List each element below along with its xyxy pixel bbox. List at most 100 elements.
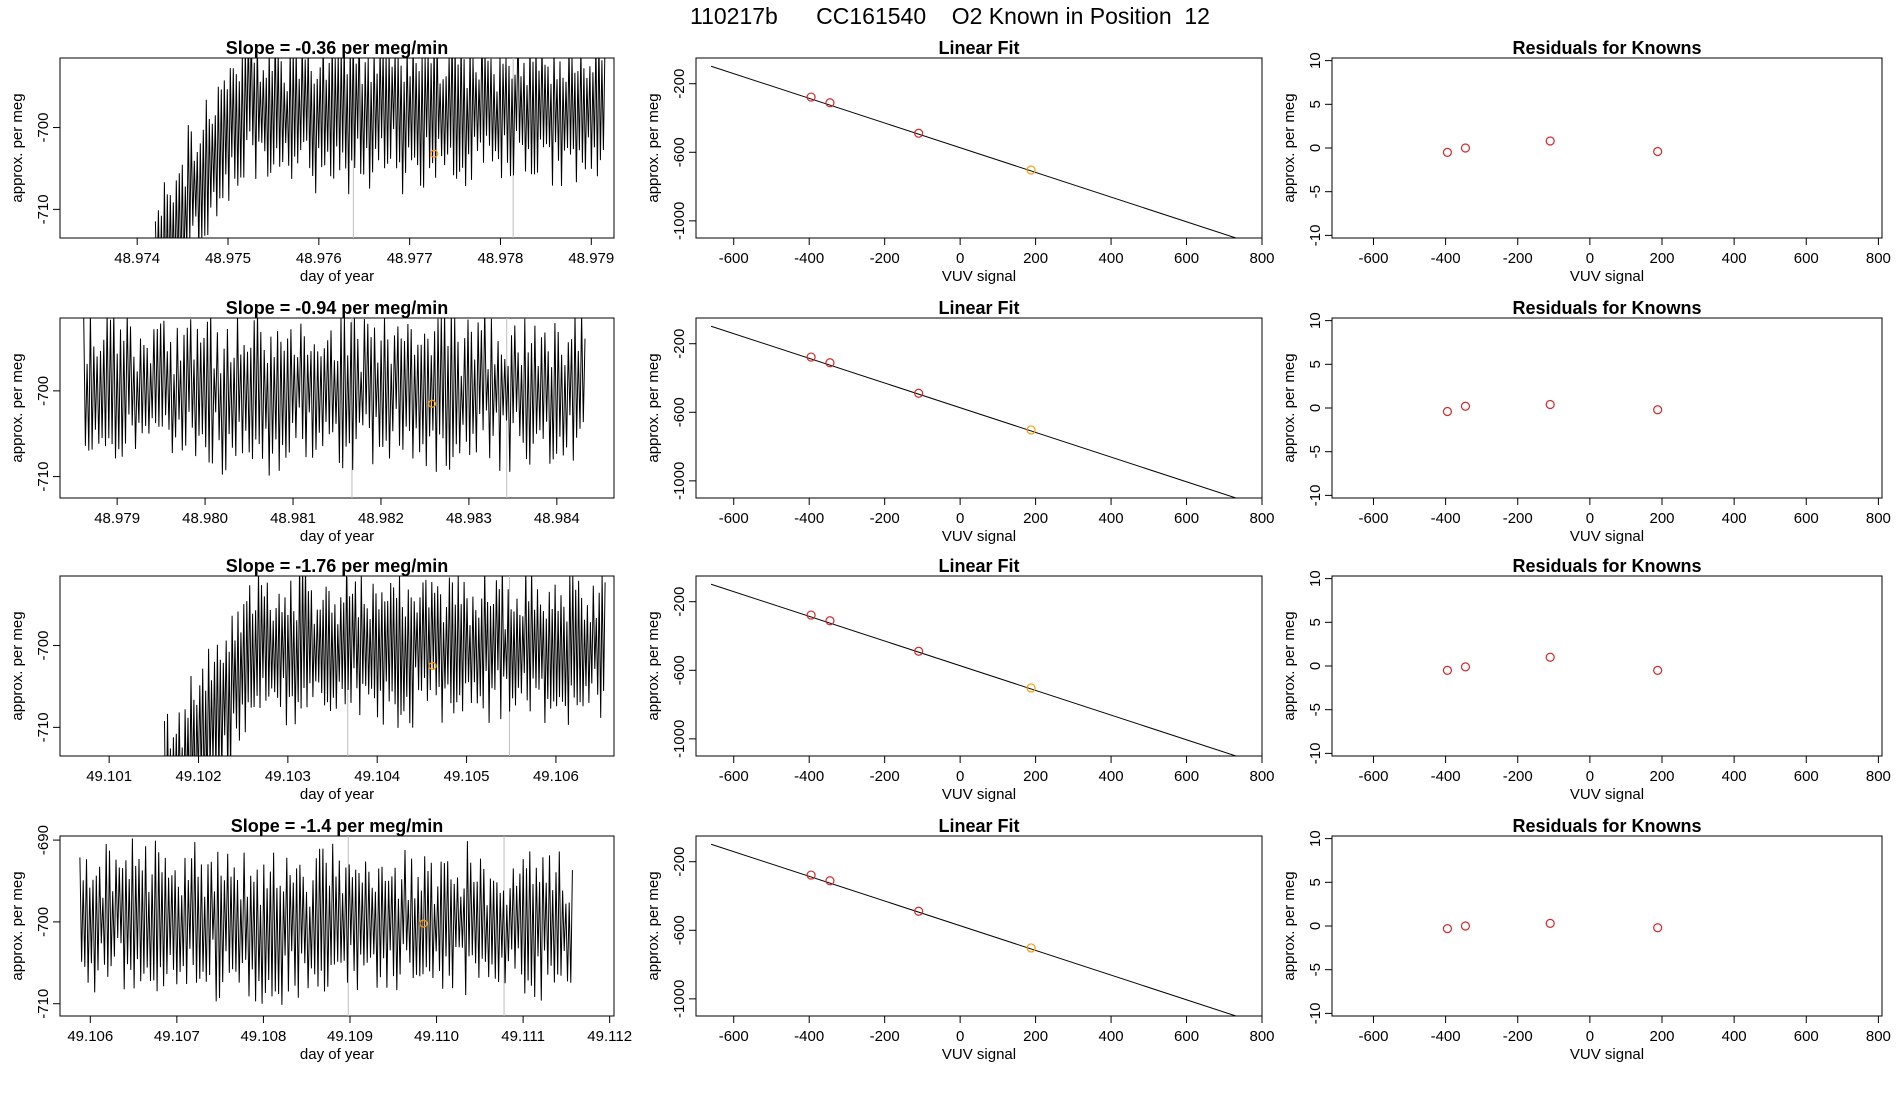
linear-fit-r2-known-point	[914, 388, 924, 398]
residuals-r3-residual-point	[1460, 662, 1471, 672]
residuals-r4-residual-point	[1460, 921, 1471, 931]
linear-fit-r1-y-axis-label: approx. per meg	[645, 93, 662, 202]
residuals-r4-y-tick-label: 0	[1307, 922, 1324, 930]
linear-fit-r4-x-tick-label: 600	[1174, 1028, 1199, 1045]
timeseries-r2-plot-frame	[59, 317, 615, 499]
timeseries-r2-sample-marker	[427, 399, 437, 408]
residuals-r4-residual-point	[1545, 918, 1555, 928]
linear-fit-r4-y-tick-label: -200	[671, 847, 688, 877]
residuals-r1-x-tick-label: -400	[1431, 250, 1461, 267]
timeseries-r2-x-tick-label: 48.981	[270, 510, 316, 527]
timeseries-r2-y-tick-label: -700	[35, 376, 52, 406]
linear-fit-r4-y-axis-label: approx. per meg	[645, 871, 662, 980]
residuals-r4-y-tick-label: -5	[1307, 963, 1324, 976]
linear-fit-r3-y-axis-label: approx. per meg	[645, 611, 662, 720]
residuals-r2-plot-frame	[1331, 317, 1883, 499]
timeseries-r3-x-tick-label: 49.102	[176, 768, 222, 785]
linear-fit-r2-x-tick-label: 800	[1249, 510, 1274, 527]
linear-fit-r3-title: Linear Fit	[938, 556, 1019, 576]
residuals-r3-y-tick-label: 0	[1307, 662, 1324, 670]
timeseries-r4-x-tick-label: 49.111	[501, 1028, 545, 1045]
timeseries-r3-x-axis-label: day of year	[300, 786, 374, 803]
linear-fit-r2-y-tick-label: -600	[671, 397, 688, 427]
linear-fit-r4-x-axis-label: VUV signal	[942, 1046, 1016, 1063]
linear-fit-r4-known-point	[914, 906, 924, 916]
linear-fit-r1-plot-frame	[695, 57, 1263, 239]
figure-title: 110217b CC161540 O2 Known in Position 12	[690, 3, 1210, 29]
linear-fit-r4-y-tick-label: -1000	[671, 980, 688, 1018]
residuals-r3-x-tick-label: -200	[1503, 768, 1533, 785]
residuals-r3-y-tick-label: 5	[1307, 618, 1324, 626]
linear-fit-r2-x-tick-label: 200	[1023, 510, 1048, 527]
linear-fit-r4-x-tick-label: -200	[870, 1028, 900, 1045]
linear-fit-r1-x-tick-label: 400	[1099, 250, 1124, 267]
linear-fit-r3-x-axis-label: VUV signal	[942, 786, 1016, 803]
residuals-r3-residual-point	[1442, 665, 1453, 675]
linear-fit-r1-x-axis-label: VUV signal	[942, 268, 1016, 285]
linear-fit-r3-plot-frame	[695, 575, 1263, 757]
timeseries-r3-y-tick-label: -700	[35, 631, 52, 661]
timeseries-r2-y-tick-label: -710	[35, 462, 52, 492]
residuals-r4-x-tick-label: -600	[1358, 1028, 1388, 1045]
timeseries-r1-signal-trace	[154, 58, 606, 238]
residuals-r1-plot-frame	[1331, 57, 1883, 239]
timeseries-r1-plot-frame	[59, 57, 615, 239]
linear-fit-r4-unknown-point	[1026, 943, 1036, 953]
residuals-r2-x-tick-label: 0	[1586, 510, 1594, 527]
residuals-r4-y-axis-label: approx. per meg	[1281, 871, 1298, 980]
timeseries-r4-x-tick-label: 49.110	[414, 1028, 459, 1045]
timeseries-r3-title: Slope = -1.76 per meg/min	[226, 556, 449, 576]
linear-fit-r1-x-tick-label: 200	[1023, 250, 1048, 267]
residuals-r2-y-tick-label: -5	[1307, 445, 1324, 458]
residuals-r1-x-tick-label: 400	[1722, 250, 1747, 267]
timeseries-r4-x-axis-label: day of year	[300, 1046, 374, 1063]
residuals-r4-y-tick-label: -10	[1307, 1003, 1324, 1025]
residuals-r3-y-tick-label: -5	[1307, 703, 1324, 716]
timeseries-r1-y-tick-label: -710	[35, 194, 52, 224]
linear-fit-r4-x-tick-label: 400	[1099, 1028, 1124, 1045]
residuals-r4-y-tick-label: 10	[1307, 830, 1324, 847]
linear-fit-r2-title: Linear Fit	[938, 298, 1019, 318]
residuals-r3-x-axis-label: VUV signal	[1570, 786, 1644, 803]
linear-fit-r3-x-tick-label: 0	[956, 768, 964, 785]
residuals-r2-x-tick-label: -200	[1503, 510, 1533, 527]
residuals-r1-residual-point	[1460, 143, 1471, 153]
residuals-r1-residual-point	[1545, 136, 1555, 146]
timeseries-r1-sample-marker	[430, 149, 439, 158]
timeseries-r4-title: Slope = -1.4 per meg/min	[231, 816, 444, 836]
linear-fit-r2-known-point	[806, 352, 816, 362]
timeseries-r1-title: Slope = -0.36 per meg/min	[226, 38, 449, 58]
timeseries-r1-y-axis-label: approx. per meg	[9, 93, 26, 202]
timeseries-r4-x-tick-label: 49.109	[327, 1028, 373, 1045]
linear-fit-r3-known-point	[806, 610, 816, 620]
residuals-r2-x-tick-label: 800	[1866, 510, 1891, 527]
timeseries-r2-title: Slope = -0.94 per meg/min	[226, 298, 449, 318]
linear-fit-r4-x-tick-label: -600	[719, 1028, 749, 1045]
timeseries-r3-plot-frame	[59, 575, 615, 757]
timeseries-r4-plot-frame	[59, 835, 615, 1017]
linear-fit-r4-plot-frame	[695, 835, 1263, 1017]
linear-fit-r2-x-tick-label: 0	[956, 510, 964, 527]
residuals-r2-x-axis-label: VUV signal	[1570, 528, 1644, 545]
residuals-r4-plot-frame	[1331, 835, 1883, 1017]
residuals-r3-title: Residuals for Knowns	[1512, 556, 1701, 576]
timeseries-r3-sample-marker	[428, 661, 437, 671]
linear-fit-r2-y-tick-label: -200	[671, 329, 688, 359]
residuals-r3-x-tick-label: -600	[1358, 768, 1388, 785]
linear-fit-r1-x-tick-label: -600	[719, 250, 749, 267]
linear-fit-r3-x-tick-label: 400	[1099, 768, 1124, 785]
residuals-r4-x-tick-label: 400	[1722, 1028, 1747, 1045]
residuals-r2-y-tick-label: 10	[1307, 312, 1324, 329]
timeseries-r2-x-tick-label: 48.982	[358, 510, 404, 527]
timeseries-r4-y-axis-label: approx. per meg	[9, 871, 26, 980]
linear-fit-r4-x-tick-label: 0	[956, 1028, 964, 1045]
residuals-r1-y-axis-label: approx. per meg	[1281, 93, 1298, 202]
timeseries-r1-x-tick-label: 48.978	[478, 250, 524, 267]
linear-fit-r4-fit-line	[710, 843, 1238, 1016]
linear-fit-r1-known-point	[825, 98, 835, 108]
residuals-r4-title: Residuals for Knowns	[1512, 816, 1701, 836]
linear-fit-r1-title: Linear Fit	[938, 38, 1019, 58]
linear-fit-r2-fit-line	[710, 325, 1238, 498]
timeseries-r4-y-tick-label: -710	[35, 989, 52, 1019]
